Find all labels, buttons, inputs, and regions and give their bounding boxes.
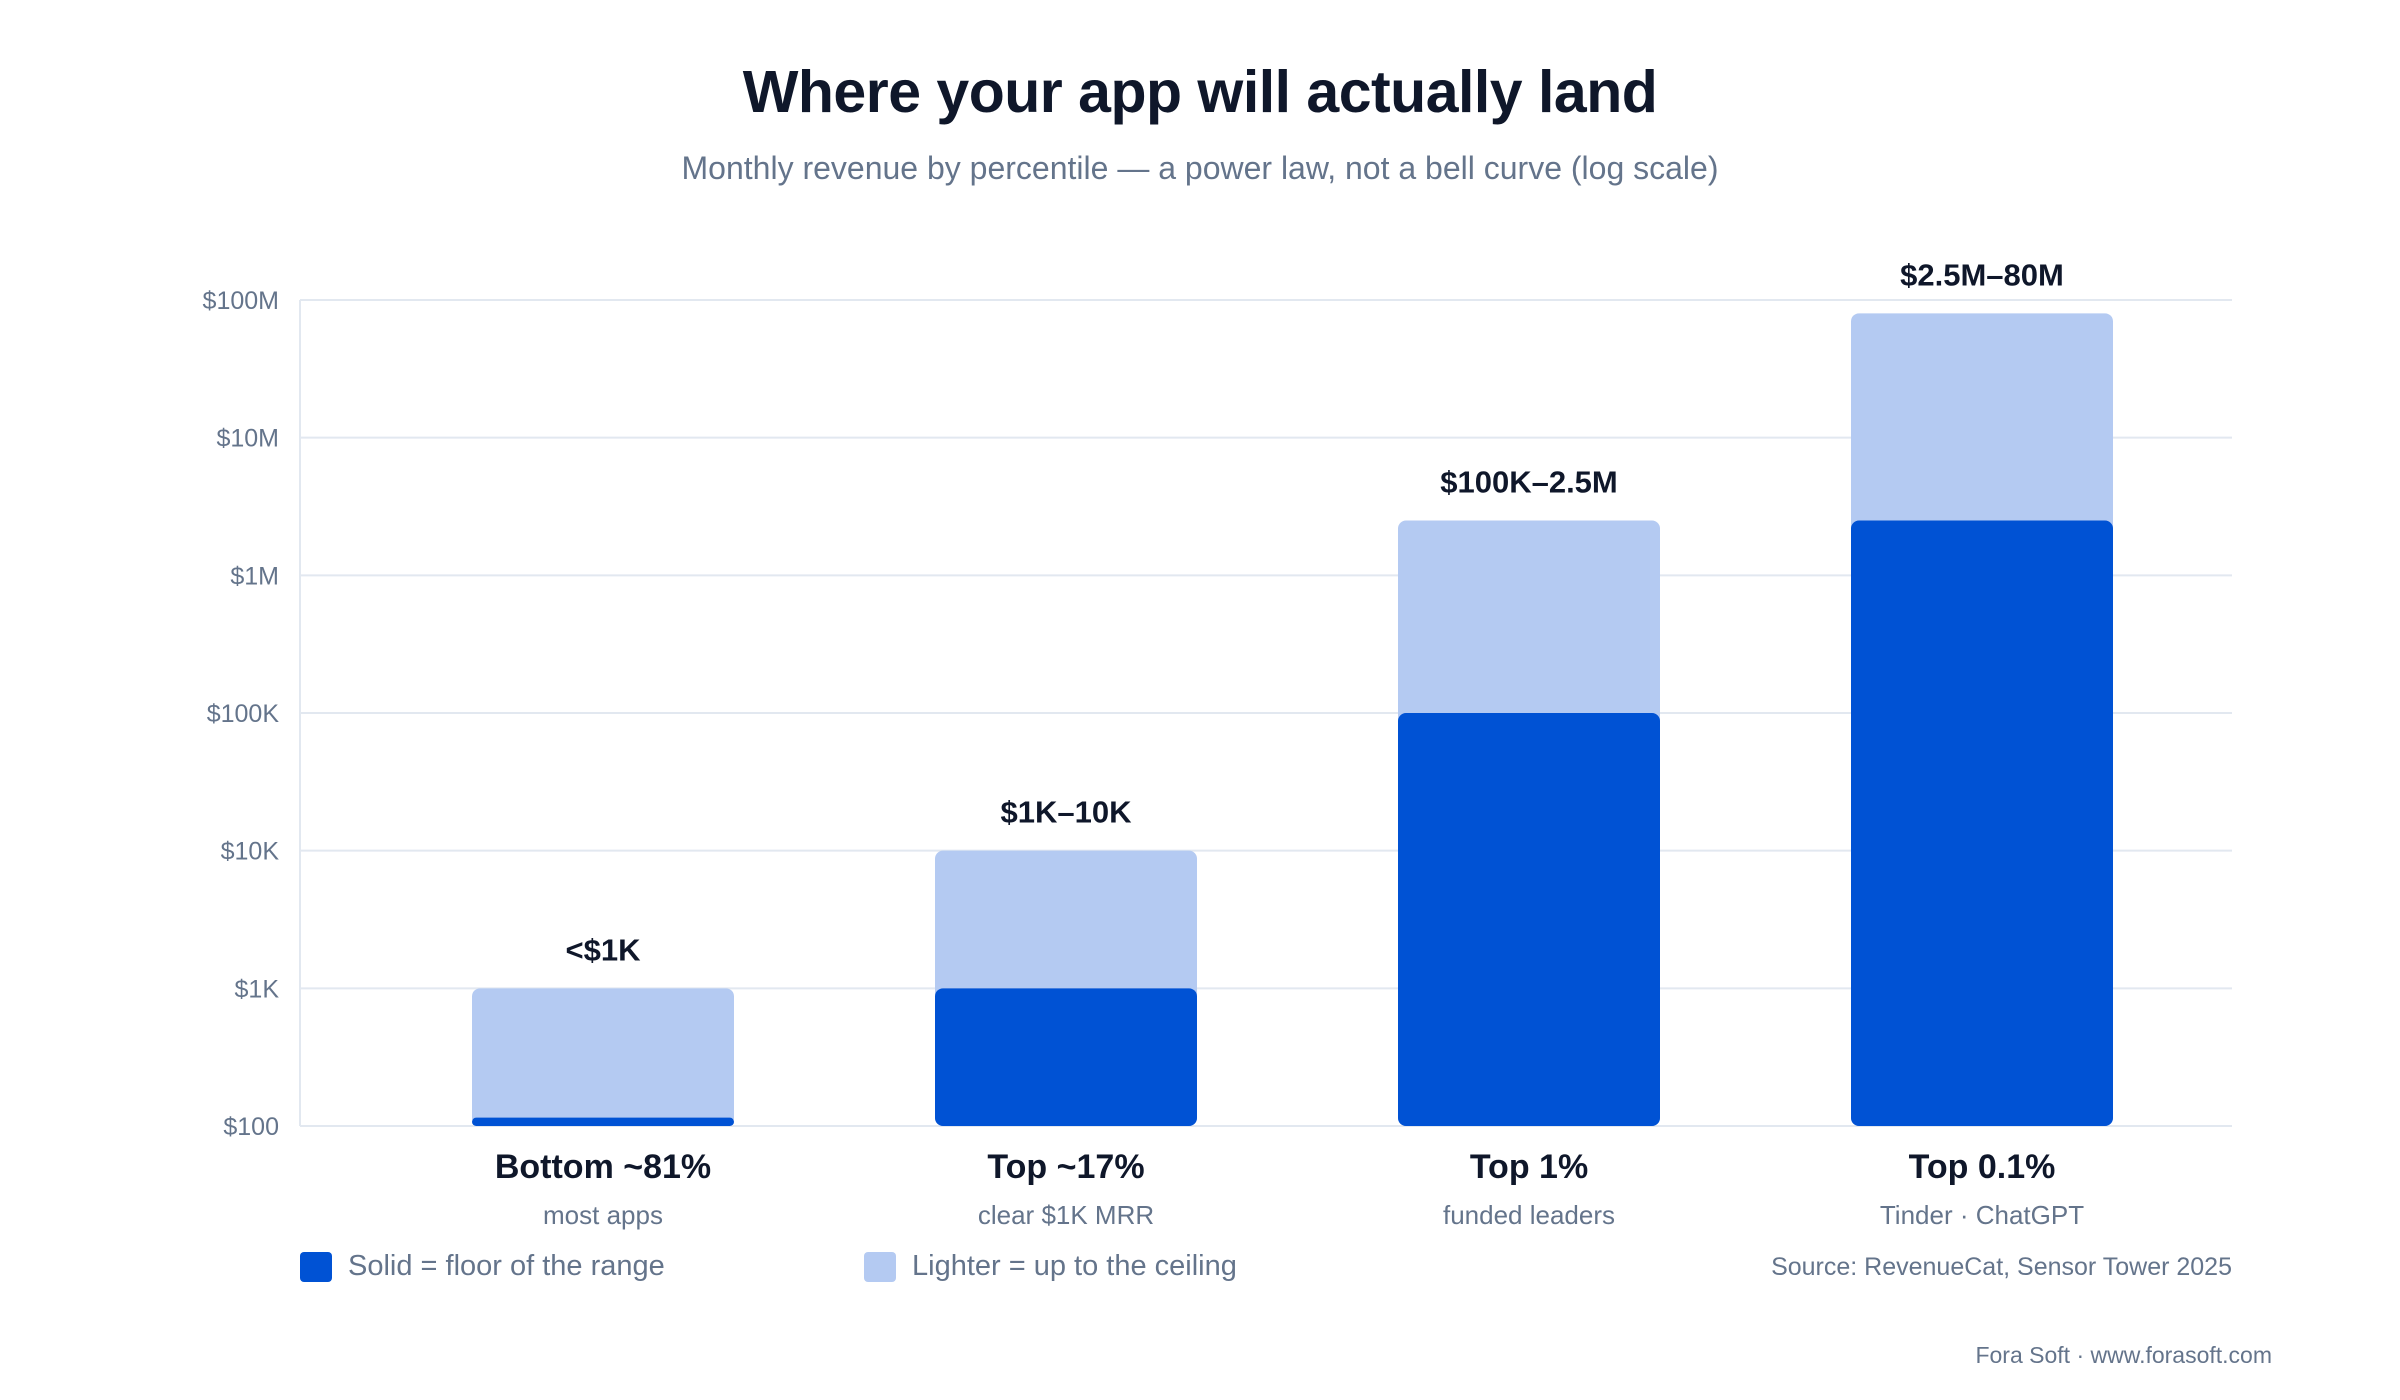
- y-tick-label: $1K: [235, 975, 280, 1003]
- bar-labels: <$1K $1K–10K $100K–2.5M $2.5M–80M: [566, 257, 2064, 967]
- bars: [472, 313, 2113, 1126]
- bar-value-label: $1K–10K: [1001, 795, 1133, 830]
- bar-floor: [1398, 713, 1660, 1126]
- bar-ceiling: [472, 988, 734, 1126]
- bar-floor: [935, 988, 1197, 1126]
- bar-value-label: $2.5M–80M: [1900, 257, 2064, 292]
- legend-swatch-light: [864, 1251, 896, 1282]
- x-category-sublabel: most apps: [543, 1200, 663, 1230]
- legend-label-light: Lighter = up to the ceiling: [912, 1250, 1237, 1282]
- legend-label-solid: Solid = floor of the range: [348, 1250, 665, 1282]
- x-category-sublabel: Tinder · ChatGPT: [1880, 1200, 2084, 1230]
- x-category-label: Top 0.1%: [1909, 1148, 2056, 1186]
- x-category-label: Top ~17%: [987, 1148, 1144, 1186]
- x-axis-labels: Bottom ~81% most apps Top ~17% clear $1K MR…: [495, 1148, 2084, 1230]
- x-category-label: Top 1%: [1470, 1148, 1588, 1186]
- y-tick-label: $10K: [221, 838, 280, 866]
- footer-credit: Fora Soft · www.forasoft.com: [1975, 1342, 2272, 1368]
- bar-floor: [472, 1117, 734, 1126]
- bar-value-label: <$1K: [566, 932, 642, 967]
- legend-swatch-solid: [300, 1251, 332, 1282]
- bar-value-label: $100K–2.5M: [1440, 465, 1618, 500]
- legend-item-floor: Solid = floor of the range: [300, 1250, 665, 1283]
- y-tick-label: $100K: [207, 700, 280, 728]
- source-note: Source: RevenueCat, Sensor Tower 2025: [1771, 1253, 2232, 1281]
- x-category-sublabel: funded leaders: [1443, 1200, 1615, 1230]
- legend-item-ceiling: Lighter = up to the ceiling: [864, 1250, 1237, 1283]
- chart-title: Where your app will actually land: [742, 59, 1658, 125]
- x-category-label: Bottom ~81%: [495, 1148, 711, 1186]
- y-tick-label: $100: [223, 1113, 279, 1141]
- y-tick-label: $10M: [216, 425, 279, 453]
- y-axis-ticks: $100 $1K $10K $100K $1M $10M $100M: [203, 287, 280, 1141]
- y-tick-label: $1M: [230, 562, 279, 590]
- y-tick-label: $100M: [203, 287, 279, 315]
- chart-subtitle: Monthly revenue by percentile — a power …: [681, 150, 1719, 186]
- x-category-sublabel: clear $1K MRR: [978, 1200, 1154, 1230]
- bar-floor: [1851, 520, 2113, 1126]
